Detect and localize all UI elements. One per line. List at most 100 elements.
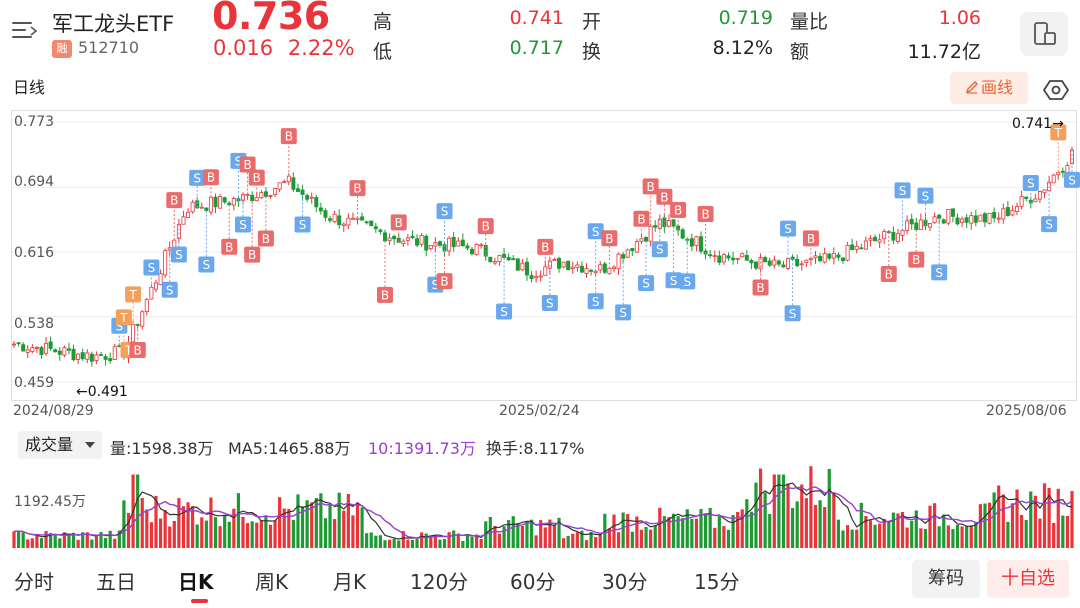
volume-bar — [163, 510, 167, 548]
tab-15min[interactable]: 15分 — [694, 570, 740, 594]
candle-body — [337, 215, 342, 226]
candle-body — [263, 191, 268, 197]
signal-tag-box — [125, 286, 142, 303]
tab-60min[interactable]: 60分 — [510, 570, 556, 594]
volume-bar — [81, 532, 85, 548]
candle-body — [1070, 149, 1075, 165]
signal-tags: SSTTTBSSBSSSBBSSBBBBBSBBBSSBBSBSSSBSBSBS… — [111, 124, 1080, 358]
signal-tag-box — [679, 273, 696, 290]
volume-bar — [497, 533, 502, 548]
candle-body — [424, 235, 429, 251]
candle-body — [955, 217, 960, 225]
candle-body — [378, 229, 383, 232]
candle-body — [488, 256, 493, 263]
signal-tag-box — [931, 264, 948, 281]
signal-tag-box — [656, 188, 673, 205]
add-favorite-button[interactable]: 十自选 — [987, 560, 1069, 598]
candle-body — [1024, 196, 1029, 200]
volume-bar — [1033, 495, 1037, 548]
volume-bar — [158, 518, 163, 548]
volume-bar — [67, 533, 71, 548]
x-tick-mid: 2025/02/24 — [499, 403, 580, 419]
signal-tag-box — [587, 293, 604, 310]
candle-body — [99, 354, 104, 356]
candle-body — [566, 260, 571, 271]
candle-body — [987, 212, 992, 224]
volume-bar — [543, 527, 547, 548]
candle-body — [286, 175, 291, 183]
candle-body — [813, 255, 818, 259]
tab-monthly-k[interactable]: 月K — [333, 570, 367, 594]
volume-bar — [447, 532, 451, 548]
candle-body — [868, 238, 873, 241]
volume-bar — [800, 484, 804, 548]
volume-bar — [90, 539, 94, 548]
signal-tag-sell: S — [922, 189, 930, 203]
candle-body — [905, 220, 910, 231]
candle-body — [1042, 189, 1047, 194]
volume-bar — [383, 540, 387, 548]
candlestick-chart[interactable]: SSTTTBSSBSSSBBSSBBBBBSBBBSSBBSBSSSBSBSBS… — [0, 110, 1080, 402]
volume-chart[interactable] — [0, 462, 1080, 550]
tab-daily-k[interactable]: 日K — [178, 570, 214, 594]
x-tick-start: 2024/08/29 — [13, 403, 94, 419]
stat-value-open: 0.719 — [718, 7, 773, 29]
candle-body — [529, 275, 534, 280]
signal-tag-sell: S — [789, 307, 797, 321]
volume-bar — [992, 492, 996, 548]
volume-bar — [878, 523, 882, 548]
menu-icon[interactable] — [12, 18, 38, 44]
landscape-toggle-button[interactable] — [1020, 12, 1068, 56]
volume-bar — [525, 521, 529, 548]
candle-body — [740, 253, 745, 258]
candle-body — [639, 238, 644, 242]
tab-120min[interactable]: 120分 — [410, 570, 469, 594]
volume-bar — [919, 528, 923, 548]
candle-body — [1056, 171, 1061, 175]
volume-bar — [493, 525, 497, 548]
signal-tag-box — [477, 218, 494, 235]
volume-bar — [365, 533, 369, 548]
indicator-select-label: 成交量 — [25, 435, 74, 454]
tab-30min[interactable]: 30分 — [602, 570, 648, 594]
signal-tag-box — [115, 309, 132, 326]
candle-body — [973, 215, 978, 223]
volume-bar — [539, 520, 543, 548]
volume-bar — [456, 533, 460, 548]
candle-body — [199, 206, 204, 209]
tab-intraday[interactable]: 分时 — [14, 570, 54, 594]
candle-body — [415, 238, 420, 246]
candle-body — [781, 264, 786, 268]
volume-bar — [653, 525, 657, 548]
volume-bar — [932, 503, 937, 548]
signal-tag-buy: B — [381, 288, 389, 302]
signal-tag-box — [1041, 216, 1058, 233]
signal-tag-buy: B — [674, 204, 682, 218]
signal-tag-buy: B — [807, 232, 815, 246]
indicator-select[interactable]: 成交量 — [18, 431, 102, 459]
volume-bar — [841, 530, 845, 548]
volume-bar — [319, 493, 323, 548]
settings-button[interactable] — [1042, 76, 1070, 104]
volume-bar — [401, 531, 405, 548]
candle-body — [158, 273, 163, 285]
chip-distribution-button[interactable]: 筹码 — [912, 560, 980, 598]
draw-line-button[interactable]: 画线 — [950, 72, 1028, 104]
tab-five-day[interactable]: 五日 — [96, 570, 136, 594]
candle-body — [332, 213, 337, 223]
stat-value-volume-ratio: 1.06 — [938, 7, 981, 29]
volume-bar — [213, 517, 218, 548]
signal-tag-box — [537, 238, 554, 255]
volume-bar — [813, 504, 818, 548]
candle-body — [57, 350, 62, 355]
candle-body — [827, 253, 832, 259]
signal-tag-buy: B — [395, 216, 403, 230]
volume-bar — [291, 519, 295, 548]
candle-body — [447, 237, 452, 252]
volume-bar — [154, 495, 158, 548]
y-tick-3: 0.538 — [14, 316, 55, 332]
volume-bar — [644, 527, 648, 548]
signal-tag-buy: B — [134, 344, 142, 358]
volume-bar — [117, 530, 121, 548]
tab-weekly-k[interactable]: 周K — [255, 570, 289, 594]
